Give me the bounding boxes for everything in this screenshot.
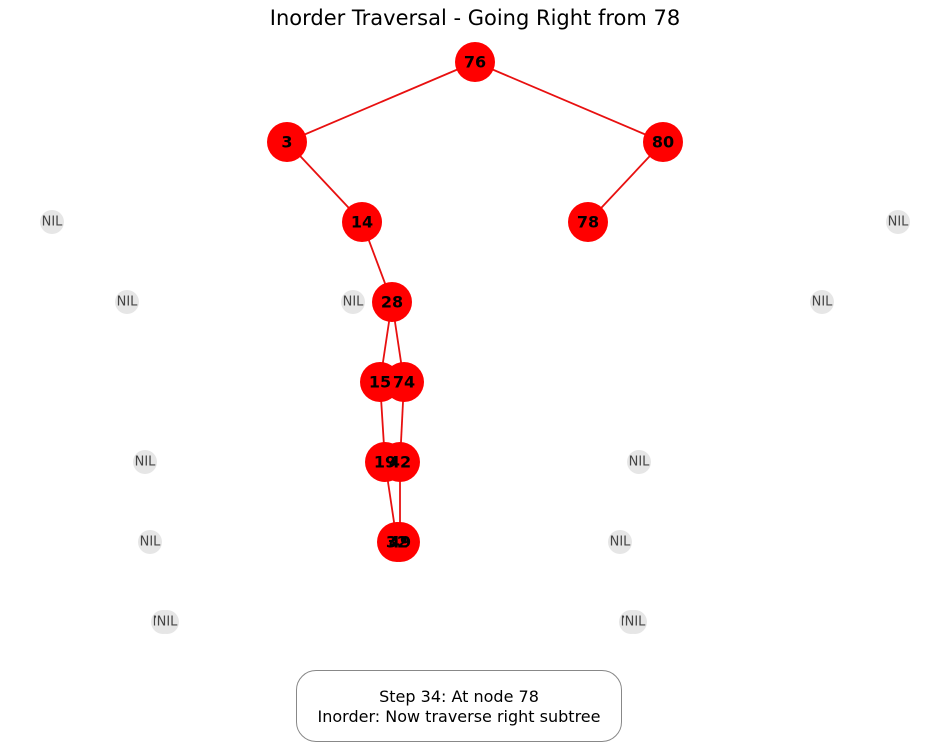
tree-node-label-80: 80 bbox=[652, 133, 674, 152]
nil-label: NIL bbox=[610, 535, 632, 550]
tree-node-42 bbox=[380, 442, 420, 482]
tree-node-label-78: 78 bbox=[577, 213, 599, 232]
tree-node-14 bbox=[342, 202, 382, 242]
nil-node: NIL bbox=[810, 290, 834, 314]
nil-node: NIL bbox=[341, 290, 365, 314]
tree-node-label-42: 42 bbox=[389, 453, 411, 472]
tree-node-label-32: 32 bbox=[386, 533, 408, 552]
nil-node: NIL bbox=[623, 610, 647, 634]
nil-label: NIL bbox=[812, 295, 834, 310]
nil-circle bbox=[115, 290, 139, 314]
nil-node: NIL bbox=[155, 610, 179, 634]
tree-node-label-74: 74 bbox=[393, 373, 415, 392]
nil-label: NIL bbox=[135, 455, 157, 470]
nil-label: NIL bbox=[888, 215, 910, 230]
nil-node: NIL bbox=[886, 210, 910, 234]
nil-circle bbox=[608, 530, 632, 554]
tree-node-label-76: 76 bbox=[464, 53, 486, 72]
tree-node-28 bbox=[372, 282, 412, 322]
nil-node: NIL bbox=[138, 530, 162, 554]
node-circles bbox=[267, 42, 683, 562]
tree-node-49 bbox=[380, 522, 420, 562]
tree-node-3 bbox=[267, 122, 307, 162]
nil-label: NIL bbox=[629, 455, 651, 470]
tree-node-78 bbox=[568, 202, 608, 242]
nil-circle bbox=[40, 210, 64, 234]
tree-node-label-3: 3 bbox=[281, 133, 292, 152]
nil-circle bbox=[155, 610, 179, 634]
nil-circle bbox=[627, 450, 651, 474]
nil-label: NIL bbox=[343, 295, 365, 310]
nil-node: NIL bbox=[133, 450, 157, 474]
tree-node-label-14: 14 bbox=[351, 213, 373, 232]
nil-circle bbox=[810, 290, 834, 314]
nil-node: NIL bbox=[608, 530, 632, 554]
nil-layer: NILNILNILNILNILNILNILNILNILNILNILNILNIL bbox=[40, 210, 910, 634]
tree-node-80 bbox=[643, 122, 683, 162]
nil-node: NIL bbox=[40, 210, 64, 234]
nil-node: NIL bbox=[627, 450, 651, 474]
tree-node-label-28: 28 bbox=[381, 293, 403, 312]
edge-76-3 bbox=[286, 61, 476, 143]
nil-label: NIL bbox=[140, 535, 162, 550]
nil-node: NIL bbox=[115, 290, 139, 314]
nil-circle bbox=[623, 610, 647, 634]
tree-node-74 bbox=[384, 362, 424, 402]
tree-node-label-15: 15 bbox=[369, 373, 391, 392]
nil-label: NIL bbox=[42, 215, 64, 230]
nil-circle bbox=[138, 530, 162, 554]
nil-circle bbox=[341, 290, 365, 314]
tree-node-label-49: 49 bbox=[389, 533, 411, 552]
nil-label: NIL bbox=[117, 295, 139, 310]
edge-76-80 bbox=[474, 61, 664, 143]
status-line-1: Step 34: At node 78 bbox=[379, 687, 539, 706]
nil-circle bbox=[886, 210, 910, 234]
nil-label: NIL bbox=[625, 615, 647, 630]
nil-label: NIL bbox=[157, 615, 179, 630]
nil-circle bbox=[133, 450, 157, 474]
status-line-2: Inorder: Now traverse right subtree bbox=[317, 707, 601, 726]
status-box: Step 34: At node 78 Inorder: Now travers… bbox=[296, 670, 622, 742]
page-title: Inorder Traversal - Going Right from 78 bbox=[269, 6, 681, 30]
tree-node-label-19: 19 bbox=[374, 453, 396, 472]
tree-node-76 bbox=[455, 42, 495, 82]
